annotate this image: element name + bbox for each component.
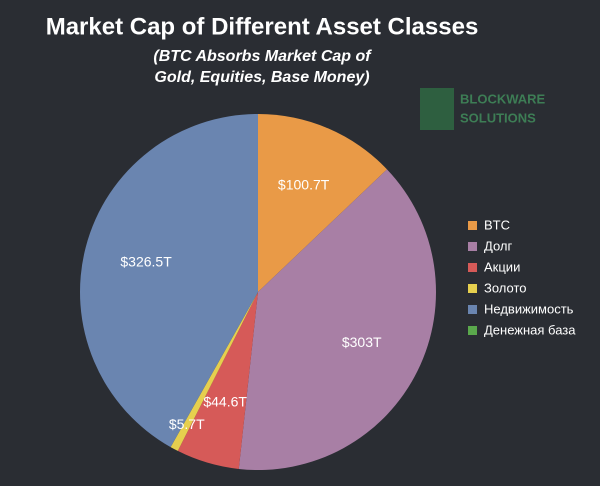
logo: BLOCKWARE SOLUTIONS bbox=[420, 88, 546, 130]
pie-slice bbox=[177, 292, 258, 469]
data-label: $100.7T bbox=[278, 176, 330, 192]
legend-swatch bbox=[468, 326, 477, 335]
legend-swatch bbox=[468, 263, 477, 272]
legend-swatch bbox=[468, 221, 477, 230]
pie-slice bbox=[238, 169, 436, 470]
data-label: $326.5T bbox=[120, 253, 172, 269]
legend-swatch bbox=[468, 284, 477, 293]
data-label: $5.7T bbox=[169, 416, 205, 432]
logo-icon bbox=[420, 88, 454, 130]
legend-swatch bbox=[468, 305, 477, 314]
legend-label: Недвижимость bbox=[484, 301, 574, 316]
chart-subtitle: Gold, Equities, Base Money) bbox=[154, 69, 369, 86]
legend-label: Денежная база bbox=[484, 322, 576, 337]
legend-label: Долг bbox=[484, 238, 512, 253]
data-label: $44.6T bbox=[203, 394, 247, 410]
logo-text: SOLUTIONS bbox=[460, 110, 536, 125]
legend-label: BTC bbox=[484, 217, 510, 232]
legend-label: Золото bbox=[484, 280, 527, 295]
pie-slice bbox=[170, 292, 258, 451]
data-label: $303T bbox=[342, 334, 382, 350]
pie-slice bbox=[258, 114, 388, 292]
legend-swatch bbox=[468, 242, 477, 251]
logo-text: BLOCKWARE bbox=[460, 91, 546, 106]
pie-slice bbox=[80, 114, 258, 448]
chart-title: Market Cap of Different Asset Classes bbox=[46, 13, 479, 40]
chart-subtitle: (BTC Absorbs Market Cap of bbox=[153, 48, 372, 65]
legend-label: Акции bbox=[484, 259, 520, 274]
